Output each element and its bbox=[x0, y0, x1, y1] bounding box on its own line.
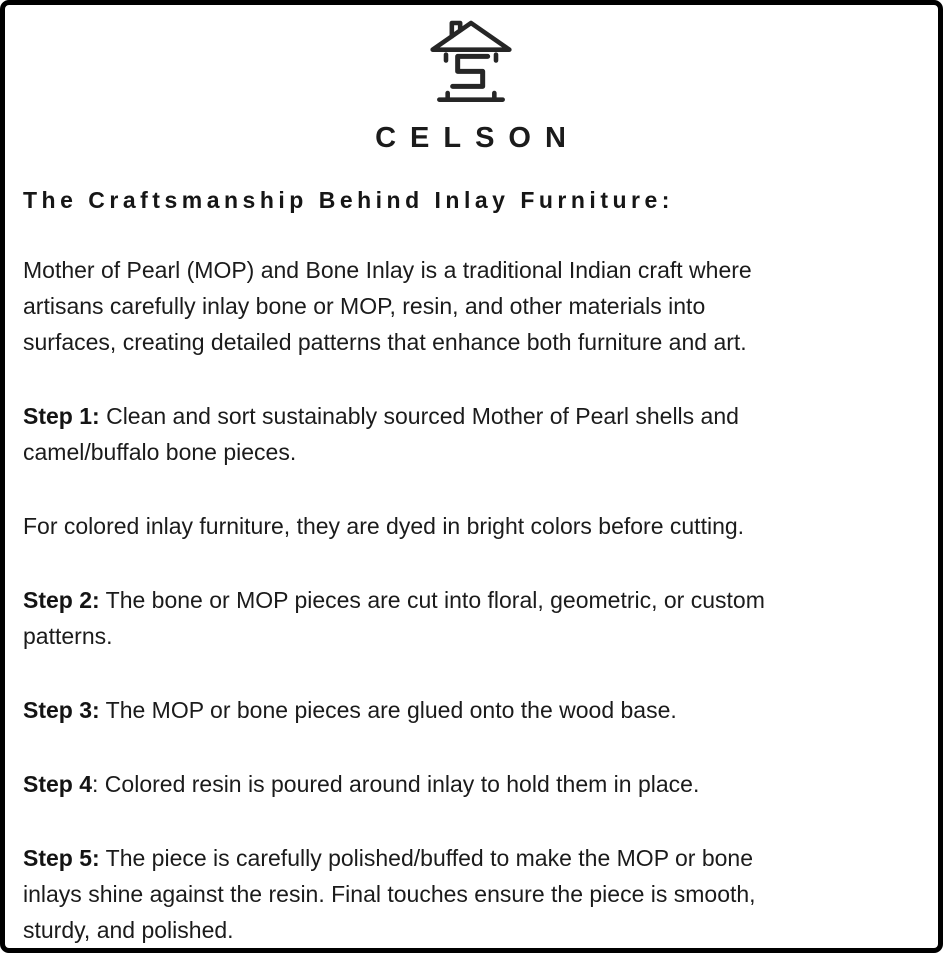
step-3-paragraph: Step 3: The MOP or bone pieces are glued… bbox=[23, 692, 918, 728]
step-2-text: The bone or MOP pieces are cut into flor… bbox=[23, 587, 765, 649]
s-monogram-stroke bbox=[449, 53, 490, 89]
brand-header: CELSON bbox=[23, 13, 918, 155]
roof-stroke bbox=[429, 20, 512, 52]
step-1-label: Step 1: bbox=[23, 403, 100, 429]
step-5-text: The piece is carefully polished/buffed t… bbox=[23, 845, 756, 943]
step-4-text: : Colored resin is poured around inlay t… bbox=[92, 771, 700, 797]
note-text: For colored inlay furniture, they are dy… bbox=[23, 513, 745, 539]
step-2-label: Step 2: bbox=[23, 587, 100, 613]
step-3-label: Step 3: bbox=[23, 697, 100, 723]
step-4-label: Step 4 bbox=[23, 771, 93, 797]
page-title: The Craftsmanship Behind Inlay Furniture… bbox=[23, 187, 674, 213]
chimney-stroke bbox=[449, 20, 462, 39]
ground-stroke bbox=[436, 90, 505, 102]
step-5-label: Step 5: bbox=[23, 845, 100, 871]
wall-ticks bbox=[443, 52, 498, 63]
brand-wordmark: CELSON bbox=[375, 122, 580, 154]
step-1-text: Clean and sort sustainably sourced Mothe… bbox=[23, 403, 739, 465]
step-1-paragraph: Step 1: Clean and sort sustainably sourc… bbox=[23, 398, 918, 470]
step-4-paragraph: Step 4: Colored resin is poured around i… bbox=[23, 766, 918, 802]
step-2-paragraph: Step 2: The bone or MOP pieces are cut i… bbox=[23, 582, 918, 654]
house-monogram-icon bbox=[429, 20, 512, 102]
step-3-text: The MOP or bone pieces are glued onto th… bbox=[99, 697, 677, 723]
intro-text: Mother of Pearl (MOP) and Bone Inlay is … bbox=[23, 257, 752, 355]
step-5-paragraph: Step 5: The piece is carefully polished/… bbox=[23, 840, 918, 948]
intro-paragraph: Mother of Pearl (MOP) and Bone Inlay is … bbox=[23, 252, 918, 360]
colored-inlay-note-paragraph: For colored inlay furniture, they are dy… bbox=[23, 508, 918, 544]
